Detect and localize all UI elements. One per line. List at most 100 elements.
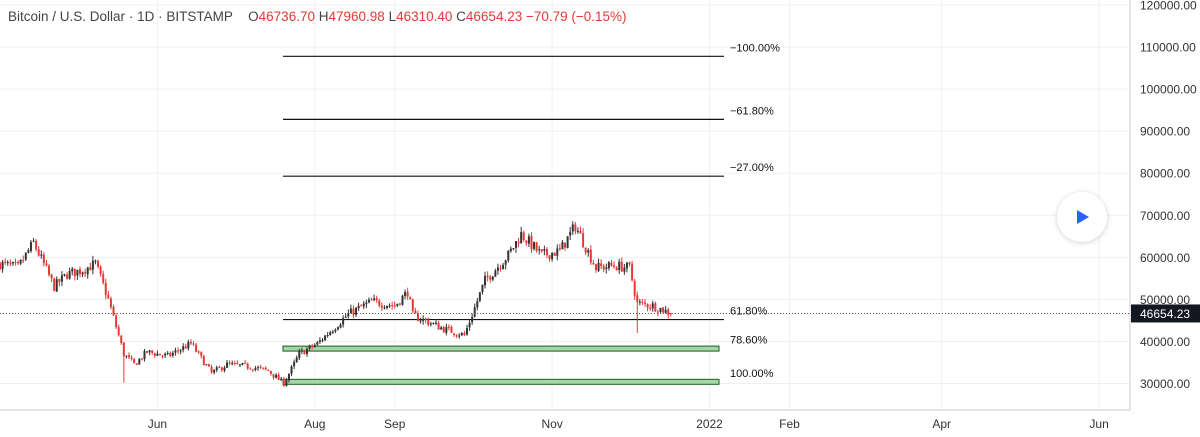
candle-body bbox=[404, 292, 407, 297]
candle-body bbox=[561, 242, 564, 250]
candle-body bbox=[115, 315, 118, 328]
candle-body bbox=[318, 340, 321, 342]
candle-body bbox=[664, 309, 667, 313]
candle-body bbox=[574, 224, 577, 232]
candle-body bbox=[525, 240, 528, 244]
time-tick-label: Aug bbox=[304, 417, 325, 431]
candle-body bbox=[202, 356, 205, 366]
candle-body bbox=[207, 364, 210, 367]
candle-body bbox=[295, 357, 298, 362]
play-button[interactable] bbox=[1057, 192, 1107, 242]
candle-body bbox=[347, 313, 350, 317]
candle-body bbox=[300, 350, 303, 352]
candle-body bbox=[78, 269, 81, 275]
candle-body bbox=[169, 353, 172, 356]
candle-body bbox=[527, 236, 530, 244]
candle-body bbox=[644, 302, 646, 304]
candle-body bbox=[442, 327, 445, 333]
candle-body bbox=[584, 247, 587, 253]
candle-body bbox=[602, 265, 605, 270]
candle-body bbox=[238, 364, 241, 366]
price-tick-label: 90000.00 bbox=[1140, 125, 1190, 139]
candle-body bbox=[502, 264, 505, 270]
fib-zone[interactable] bbox=[282, 378, 720, 385]
candle-body bbox=[316, 342, 319, 345]
candle-body bbox=[594, 264, 597, 271]
candle-body bbox=[432, 323, 435, 325]
candle-body bbox=[97, 260, 100, 267]
candle-body bbox=[220, 367, 223, 371]
candle-body bbox=[1, 261, 4, 270]
candle-body bbox=[620, 261, 623, 272]
candle-body bbox=[210, 366, 213, 373]
candle-body bbox=[313, 344, 316, 347]
candle-body bbox=[551, 252, 554, 260]
candle-body bbox=[179, 350, 182, 352]
candle-body bbox=[0, 263, 1, 270]
candle-body bbox=[4, 261, 7, 263]
candle-body bbox=[484, 276, 487, 286]
candle-body bbox=[406, 291, 409, 297]
candle-body bbox=[597, 262, 600, 271]
candle-body bbox=[205, 364, 208, 366]
candle-body bbox=[564, 242, 567, 248]
fib-extension-label: −100.00% bbox=[730, 42, 780, 54]
candle-body bbox=[146, 351, 149, 353]
candle-body bbox=[419, 320, 422, 322]
symbol-name[interactable]: Bitcoin / U.S. Dollar bbox=[8, 9, 126, 24]
candle-body bbox=[24, 252, 27, 260]
candle-body bbox=[324, 335, 327, 341]
candle-body bbox=[104, 282, 107, 296]
candle-body bbox=[522, 232, 525, 240]
close-label: C bbox=[456, 9, 466, 24]
candle-body bbox=[533, 242, 536, 249]
candle-body bbox=[303, 350, 306, 355]
fib-extension-label: −61.80% bbox=[730, 105, 774, 117]
candle-body bbox=[582, 233, 585, 248]
candle-body bbox=[231, 363, 234, 365]
candle-body bbox=[308, 345, 311, 349]
interval[interactable]: 1D bbox=[137, 9, 155, 24]
last-price-label: 46654.23 bbox=[1140, 307, 1190, 321]
candle-body bbox=[424, 318, 427, 320]
candle-body bbox=[373, 298, 376, 301]
candle-body bbox=[478, 292, 481, 301]
candle-body bbox=[215, 367, 218, 370]
candle-body bbox=[386, 305, 388, 308]
candle-body bbox=[662, 307, 665, 313]
candle-body bbox=[269, 371, 272, 374]
fib-zone[interactable] bbox=[282, 345, 720, 352]
candle-body bbox=[654, 303, 657, 312]
candle-body bbox=[241, 363, 244, 365]
candle-body bbox=[445, 326, 448, 333]
candle-body bbox=[558, 248, 561, 250]
time-tick-label: 2022 bbox=[696, 417, 723, 431]
candle-body bbox=[465, 327, 468, 335]
candle-body bbox=[636, 295, 639, 303]
price-tick-label: 120000.00 bbox=[1140, 0, 1197, 13]
candle-body bbox=[166, 352, 169, 354]
open-label: O bbox=[248, 9, 259, 24]
candle-body bbox=[153, 353, 156, 356]
candle-body bbox=[667, 309, 670, 315]
candle-body bbox=[228, 362, 231, 364]
candle-body bbox=[94, 260, 97, 262]
candle-body bbox=[109, 298, 112, 308]
candle-body bbox=[507, 250, 510, 261]
candle-body bbox=[244, 362, 247, 364]
price-tick-label: 110000.00 bbox=[1140, 41, 1196, 55]
candle-body bbox=[391, 305, 394, 307]
candle-body bbox=[53, 278, 56, 292]
candle-body bbox=[6, 261, 9, 263]
candle-body bbox=[615, 267, 618, 271]
candle-body bbox=[576, 230, 579, 232]
high-label: H bbox=[318, 9, 329, 24]
candle-body bbox=[138, 358, 141, 365]
price-axis-labels: 30000.00 40000.00 50000.00 60000.00 70000.00… bbox=[1140, 0, 1197, 391]
candle-body bbox=[122, 342, 125, 357]
candle-body bbox=[656, 311, 659, 313]
candle-body bbox=[437, 322, 440, 330]
candle-body bbox=[184, 346, 187, 349]
time-tick-label: Apr bbox=[932, 417, 951, 431]
